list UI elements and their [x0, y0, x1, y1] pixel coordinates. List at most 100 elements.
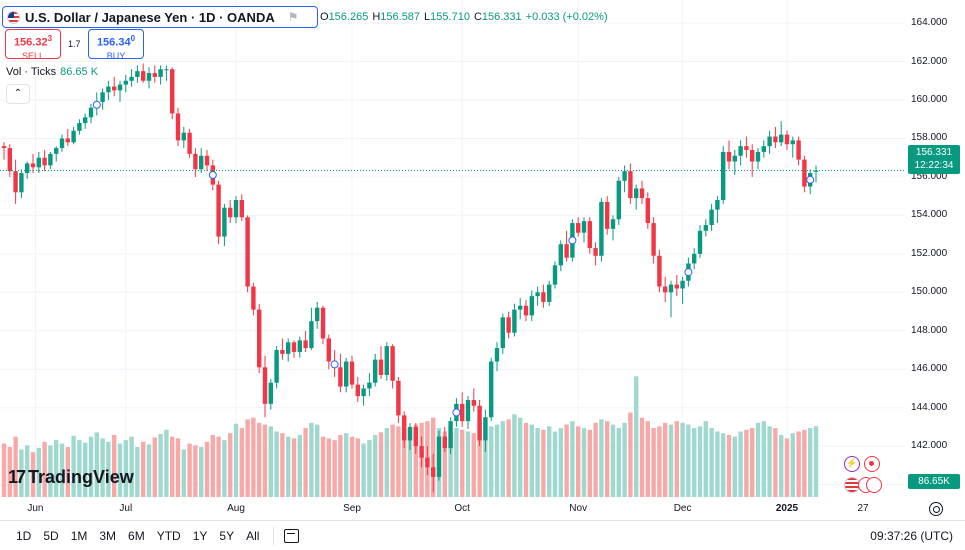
candle-body [373, 359, 378, 383]
event-marker [208, 171, 217, 179]
candle-body [320, 307, 326, 339]
range-1y[interactable]: 1Y [192, 528, 208, 543]
target-icon[interactable] [864, 456, 880, 472]
candle-body [204, 155, 210, 166]
candle-body [280, 350, 285, 354]
candle-body [442, 436, 447, 449]
volume-bar [42, 441, 47, 497]
candle-body [813, 170, 819, 172]
buy-button[interactable]: 156.340 BUY [88, 29, 144, 61]
candle-body [477, 405, 482, 441]
candle-body [65, 138, 70, 143]
candle-body [796, 140, 801, 160]
volume-bar [402, 429, 407, 497]
range-1d[interactable]: 1D [16, 528, 32, 543]
candle-body [367, 382, 372, 389]
candle-body [384, 346, 389, 375]
candle-body [106, 86, 111, 93]
tradingview-logo[interactable]: 17 TradingView [8, 467, 134, 488]
calendar-icon[interactable] [284, 528, 300, 543]
candle-body [245, 217, 250, 287]
volume-bar [442, 431, 447, 497]
candle-body [622, 171, 627, 181]
candle-body [257, 309, 262, 368]
collapse-legend-button[interactable]: ⌃ [6, 84, 30, 104]
toolbar-divider [273, 526, 275, 545]
symbol-title[interactable]: U.S. Dollar / Japanese Yen · 1D · OANDA [25, 9, 275, 25]
sell-button[interactable]: 156.323 SELL [5, 29, 61, 61]
event-markers[interactable] [92, 100, 815, 417]
range-1m[interactable]: 1M [70, 528, 88, 543]
sell-price-super: 3 [47, 34, 53, 43]
price-tick: 146.000 [911, 363, 948, 375]
clock-readout[interactable]: 09:37:26 (UTC) [870, 529, 953, 543]
candle-body [233, 200, 239, 218]
candle-body [599, 201, 604, 256]
volume-bar [529, 424, 534, 497]
candle-body [378, 359, 384, 375]
event-marker [806, 175, 815, 184]
candle-body [251, 286, 256, 310]
candle-body [291, 342, 297, 352]
candle-body [48, 153, 53, 166]
volume-bar [13, 436, 18, 497]
symbol-search-box[interactable]: U.S. Dollar / Japanese Yen · 1D · OANDA … [2, 6, 318, 28]
volume-bar [634, 376, 639, 497]
price-tick: 160.000 [911, 94, 948, 105]
event-marker [684, 268, 693, 277]
candle-body [419, 446, 424, 458]
candle-body [668, 284, 674, 293]
time-axis[interactable]: Jun Jul Aug Sep Oct Nov Dec 2025 27 [0, 500, 905, 518]
candle-body [529, 296, 534, 316]
volume-bar [175, 438, 181, 497]
range-6m[interactable]: 6M [128, 528, 145, 543]
candle-body [309, 321, 314, 349]
volume-bar [36, 447, 41, 497]
volume-bar [489, 426, 494, 497]
volume-bar [170, 436, 175, 497]
range-5d[interactable]: 5D [43, 528, 59, 543]
candle-body [402, 415, 407, 441]
volume-bar [726, 434, 732, 497]
candle-body [36, 157, 41, 168]
tradingview-logo-text: TradingView [28, 467, 134, 487]
event-marker [92, 100, 101, 109]
range-3m[interactable]: 3M [99, 528, 117, 543]
settings-icon[interactable] [929, 502, 943, 516]
volume-bar [715, 431, 720, 497]
volume-bar [141, 441, 146, 497]
volume-bar [123, 440, 128, 497]
candle-body [431, 467, 436, 477]
volume-bar [616, 428, 621, 497]
lightning-icon[interactable]: ⚡ [844, 456, 860, 472]
volume-bar [813, 426, 819, 497]
volume-bar [767, 426, 772, 497]
candle-body [42, 157, 47, 166]
range-ytd[interactable]: YTD [156, 528, 181, 543]
bookmark-icon[interactable]: ⚑ [287, 10, 299, 24]
open-value: 156.265 [328, 11, 369, 23]
volume-bar [761, 421, 766, 497]
price-chart[interactable] [0, 0, 905, 500]
volume-bar [117, 443, 123, 497]
candle-body [83, 117, 88, 124]
candle-body [744, 146, 749, 150]
price-axis[interactable]: 164.000 162.000 160.000 158.000 156.000 154.0… [905, 0, 965, 500]
candle-body [761, 146, 766, 152]
candle-body [692, 253, 697, 264]
volume-legend[interactable]: Vol · Ticks 86.65 K [6, 66, 98, 78]
volume-bar [680, 422, 685, 497]
volume-bar [697, 426, 703, 497]
candle-body [326, 338, 331, 362]
candle-body [88, 107, 94, 118]
candle-body [129, 76, 134, 81]
event-target-icon-2[interactable] [866, 477, 882, 493]
candle-body [112, 86, 117, 91]
range-5y[interactable]: 5Y [219, 528, 235, 543]
change-value: +0.033 (+0.02%) [525, 11, 608, 23]
range-all[interactable]: All [246, 528, 260, 543]
candle-body [59, 138, 65, 149]
candle-body [616, 180, 621, 220]
close-value: 156.331 [481, 11, 522, 23]
volume-bar [512, 414, 517, 497]
